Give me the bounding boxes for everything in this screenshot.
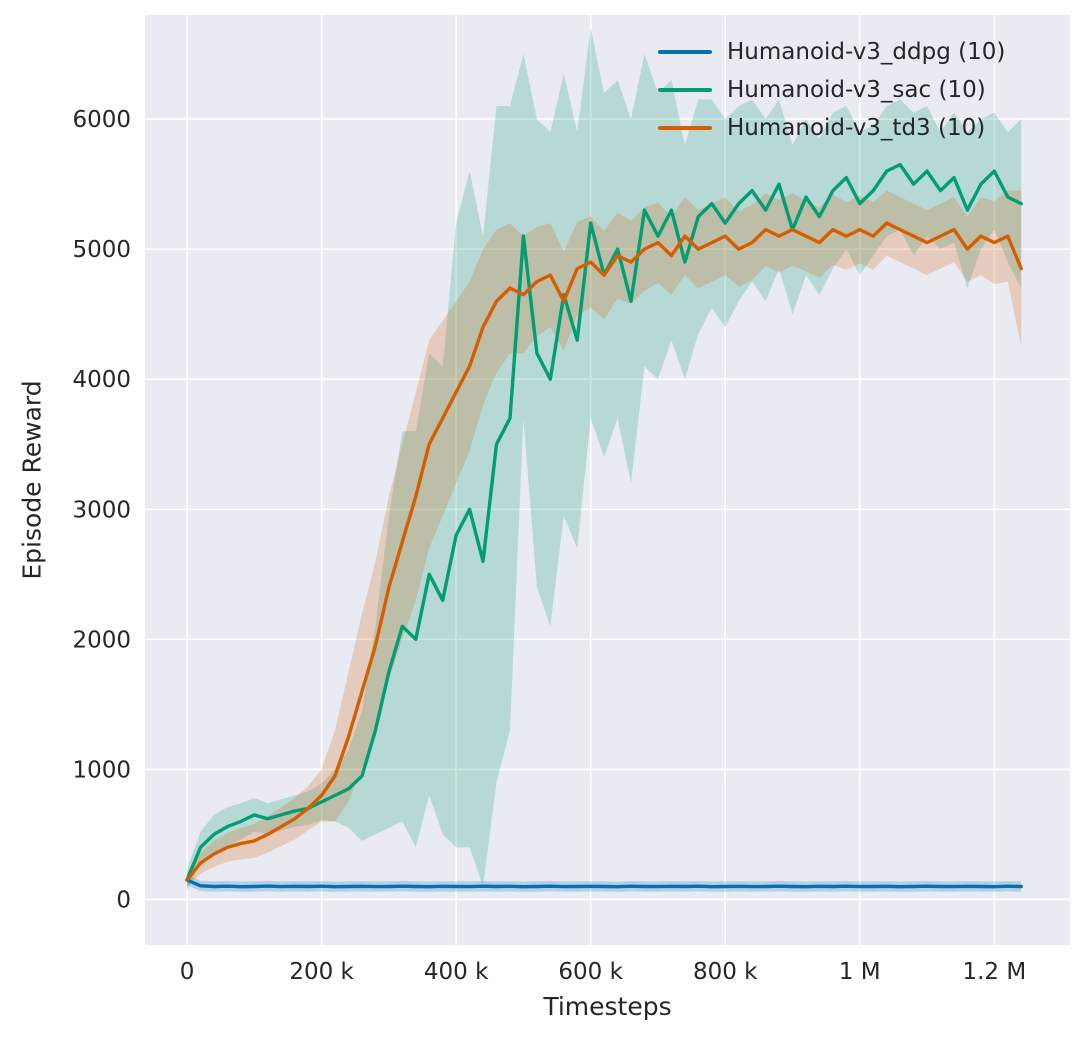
plot-background xyxy=(145,15,1070,945)
series-line-ddpg xyxy=(185,878,1023,889)
legend-label-ddpg: Humanoid-v3_ddpg (10) xyxy=(727,39,1006,65)
y-axis-label: Episode Reward xyxy=(17,380,47,580)
series-line-td3 xyxy=(185,221,1023,882)
y-tick-label: 0 xyxy=(116,887,131,913)
x-tick-label: 1.2 M xyxy=(962,959,1026,985)
y-tick-label: 5000 xyxy=(72,237,131,263)
legend: Humanoid-v3_ddpg (10) Humanoid-v3_sac (10… xyxy=(658,33,1005,147)
y-tick-label: 1000 xyxy=(72,757,131,783)
legend-swatch-ddpg xyxy=(658,50,712,54)
legend-item-sac: Humanoid-v3_sac (10) xyxy=(658,71,1005,109)
legend-label-sac: Humanoid-v3_sac (10) xyxy=(727,77,986,103)
confidence-band-sac xyxy=(187,28,1022,891)
legend-item-ddpg: Humanoid-v3_ddpg (10) xyxy=(658,33,1005,71)
x-axis-label: Timesteps xyxy=(543,992,672,1021)
x-tick-label: 400 k xyxy=(424,959,489,985)
x-tick-label: 800 k xyxy=(693,959,758,985)
y-tick-label: 3000 xyxy=(72,497,131,523)
legend-label-td3: Humanoid-v3_td3 (10) xyxy=(727,115,986,141)
x-tick-label: 200 k xyxy=(289,959,354,985)
x-tick-label: 600 k xyxy=(558,959,623,985)
legend-swatch-sac xyxy=(658,88,712,92)
y-tick-label: 4000 xyxy=(72,367,131,393)
legend-item-td3: Humanoid-v3_td3 (10) xyxy=(658,109,1005,147)
x-tick-label: 1 M xyxy=(839,959,881,985)
legend-swatch-td3 xyxy=(658,126,712,130)
y-tick-label: 2000 xyxy=(72,627,131,653)
x-tick-label: 0 xyxy=(180,959,195,985)
y-tick-label: 6000 xyxy=(72,107,131,133)
